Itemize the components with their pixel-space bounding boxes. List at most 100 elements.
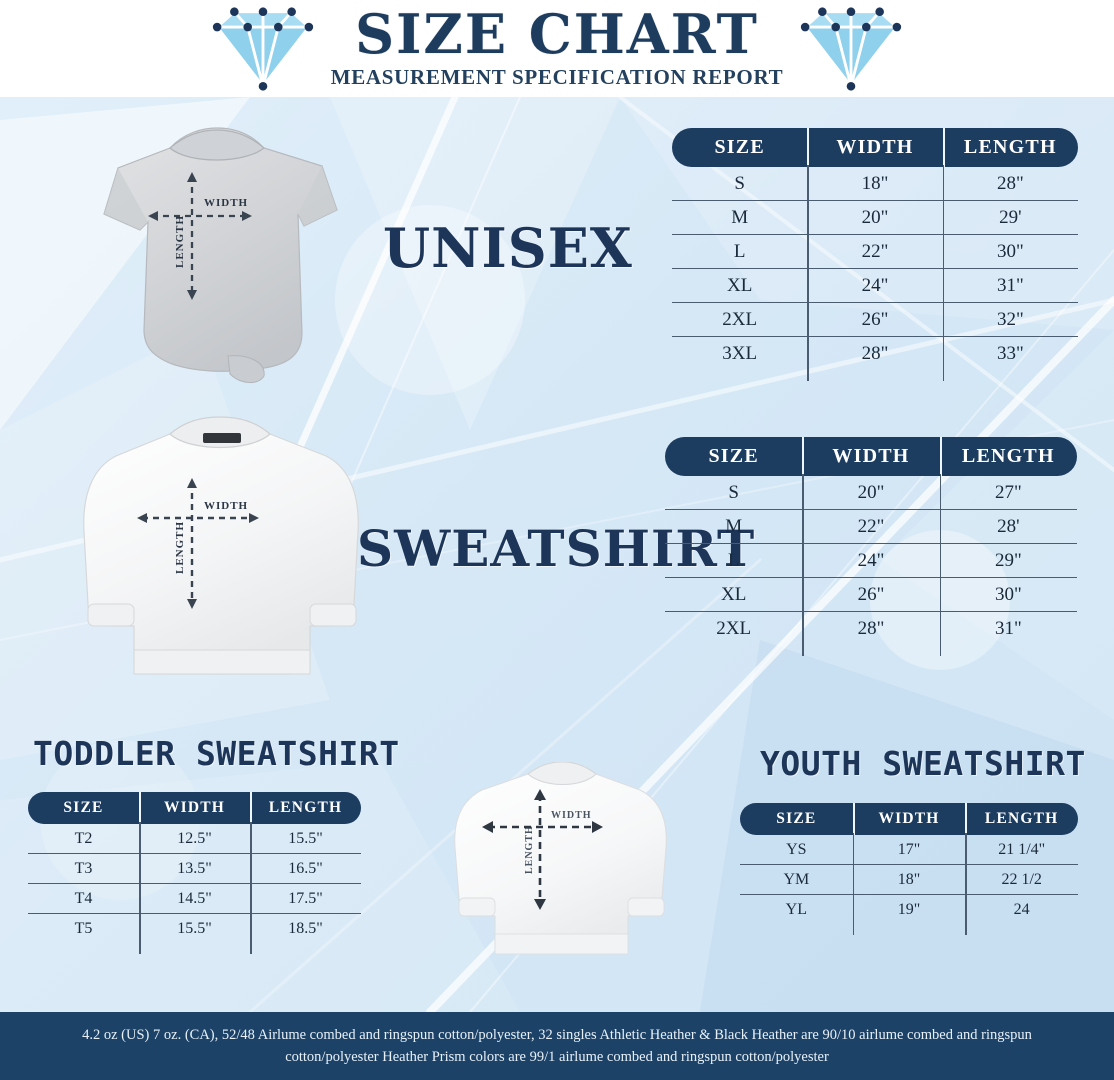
width-label: WIDTH xyxy=(204,500,248,512)
section-title-youth: YOUTH SWEATSHIRT xyxy=(760,744,1086,783)
diamond-icon xyxy=(801,6,902,91)
fabric-description: 4.2 oz (US) 7 oz. (CA), 52/48 Airlume co… xyxy=(82,1026,1032,1065)
cell-width: 22" xyxy=(807,233,942,270)
cell-length: 30" xyxy=(942,233,1078,270)
table-header-row: SIZE WIDTH LENGTH xyxy=(28,792,361,824)
table-row: YL 19" 24 xyxy=(740,893,1078,935)
table-row: XL 24" 31" xyxy=(672,267,1078,304)
cell-length: 31" xyxy=(939,610,1077,656)
width-label: WIDTH xyxy=(551,810,592,821)
cell-size: T3 xyxy=(74,860,93,877)
column-header-size: SIZE xyxy=(708,445,759,467)
sweatshirt-illustration: WIDTH LENGTH xyxy=(83,416,359,675)
cell-width: 28" xyxy=(807,335,942,381)
cell-size: L xyxy=(727,550,740,571)
section-title-toddler: TODDLER SWEATSHIRT xyxy=(33,734,400,773)
cell-size: YS xyxy=(786,841,807,858)
cell-length: 24 xyxy=(965,893,1078,935)
table-row: T2 12.5" 15.5" xyxy=(28,822,361,855)
section-title-sweatshirt: SWEATSHIRT xyxy=(357,519,756,578)
sweatshirt-size-table: SIZE WIDTH LENGTH S 20" 27" M 22" 28' L … xyxy=(665,437,1077,656)
table-header-row: SIZE WIDTH LENGTH xyxy=(665,437,1077,476)
cell-width: 18" xyxy=(807,165,942,202)
cell-width: 24" xyxy=(802,542,939,579)
cell-size: L xyxy=(733,241,746,262)
cell-size: M xyxy=(731,207,749,228)
page-header: SIZE CHART MEASUREMENT SPECIFICATION REP… xyxy=(0,0,1114,97)
cell-width: 14.5" xyxy=(139,882,250,915)
youth-size-table: SIZE WIDTH LENGTH YS 17" 21 1/4" YM 18" … xyxy=(740,803,1078,935)
cell-width: 24" xyxy=(807,267,942,304)
cell-width: 19" xyxy=(852,893,966,935)
column-header-size: SIZE xyxy=(776,810,817,827)
cell-length: 29" xyxy=(939,542,1077,579)
cell-size: S xyxy=(734,173,745,194)
column-header-size: SIZE xyxy=(63,799,104,816)
toddler-sweatshirt-illustration: WIDTH LENGTH xyxy=(454,762,667,955)
cell-width: 20" xyxy=(802,474,939,511)
cell-length: 21 1/4" xyxy=(965,833,1078,866)
table-row: T5 15.5" 18.5" xyxy=(28,912,361,954)
cell-length: 22 1/2 xyxy=(965,863,1078,896)
cell-width: 18" xyxy=(852,863,966,896)
cell-size: XL xyxy=(721,584,747,605)
table-header-row: SIZE WIDTH LENGTH xyxy=(740,803,1078,835)
cell-width: 26" xyxy=(802,576,939,613)
cell-size: M xyxy=(725,516,743,537)
table-row: YM 18" 22 1/2 xyxy=(740,863,1078,896)
cell-length: 15.5" xyxy=(250,822,361,855)
table-row: T4 14.5" 17.5" xyxy=(28,882,361,915)
cell-size: T5 xyxy=(74,920,93,937)
cell-length: 28" xyxy=(942,165,1078,202)
column-header-length: LENGTH xyxy=(250,792,361,824)
table-row: S 20" 27" xyxy=(665,474,1077,511)
cell-length: 27" xyxy=(939,474,1077,511)
table-row: 2XL 26" 32" xyxy=(672,301,1078,338)
cell-length: 16.5" xyxy=(250,852,361,885)
cell-size: YM xyxy=(783,871,810,888)
cell-length: 30" xyxy=(939,576,1077,613)
table-row: L 24" 29" xyxy=(665,542,1077,579)
cell-size: YL xyxy=(785,901,807,918)
column-header-width: WIDTH xyxy=(852,803,966,835)
table-row: M 22" 28' xyxy=(665,508,1077,545)
table-row: 2XL 28" 31" xyxy=(665,610,1077,656)
cell-length: 33" xyxy=(942,335,1078,381)
cell-size: T4 xyxy=(74,890,93,907)
length-label: LENGTH xyxy=(174,521,186,574)
column-header-length: LENGTH xyxy=(942,128,1078,167)
cell-length: 32" xyxy=(942,301,1078,338)
cell-width: 17" xyxy=(852,833,966,866)
cell-width: 13.5" xyxy=(139,852,250,885)
cell-length: 29' xyxy=(942,199,1078,236)
diamond-icon xyxy=(212,6,313,91)
cell-length: 31" xyxy=(942,267,1078,304)
cell-width: 26" xyxy=(807,301,942,338)
cell-size: 2XL xyxy=(722,309,758,330)
cell-size: XL xyxy=(727,275,753,296)
table-row: 3XL 28" 33" xyxy=(672,335,1078,381)
column-header-width: WIDTH xyxy=(139,792,250,824)
length-label: LENGTH xyxy=(174,215,186,268)
cell-length: 17.5" xyxy=(250,882,361,915)
cell-length: 28' xyxy=(939,508,1077,545)
section-title-unisex: UNISEX xyxy=(383,216,633,280)
cell-width: 12.5" xyxy=(139,822,250,855)
cell-size: S xyxy=(728,482,739,503)
unisex-size-table: SIZE WIDTH LENGTH S 18" 28" M 20" 29' L … xyxy=(672,128,1078,381)
page-subtitle: MEASUREMENT SPECIFICATION REPORT xyxy=(330,65,784,90)
cell-width: 28" xyxy=(802,610,939,656)
column-header-width: WIDTH xyxy=(807,128,942,167)
width-label: WIDTH xyxy=(204,197,248,209)
length-label: LENGTH xyxy=(524,825,535,874)
cell-width: 22" xyxy=(802,508,939,545)
column-header-width: WIDTH xyxy=(802,437,939,476)
footer-bar: 4.2 oz (US) 7 oz. (CA), 52/48 Airlume co… xyxy=(0,1012,1114,1080)
table-row: L 22" 30" xyxy=(672,233,1078,270)
table-header-row: SIZE WIDTH LENGTH xyxy=(672,128,1078,167)
table-row: M 20" 29' xyxy=(672,199,1078,236)
column-header-length: LENGTH xyxy=(939,437,1077,476)
table-row: YS 17" 21 1/4" xyxy=(740,833,1078,866)
